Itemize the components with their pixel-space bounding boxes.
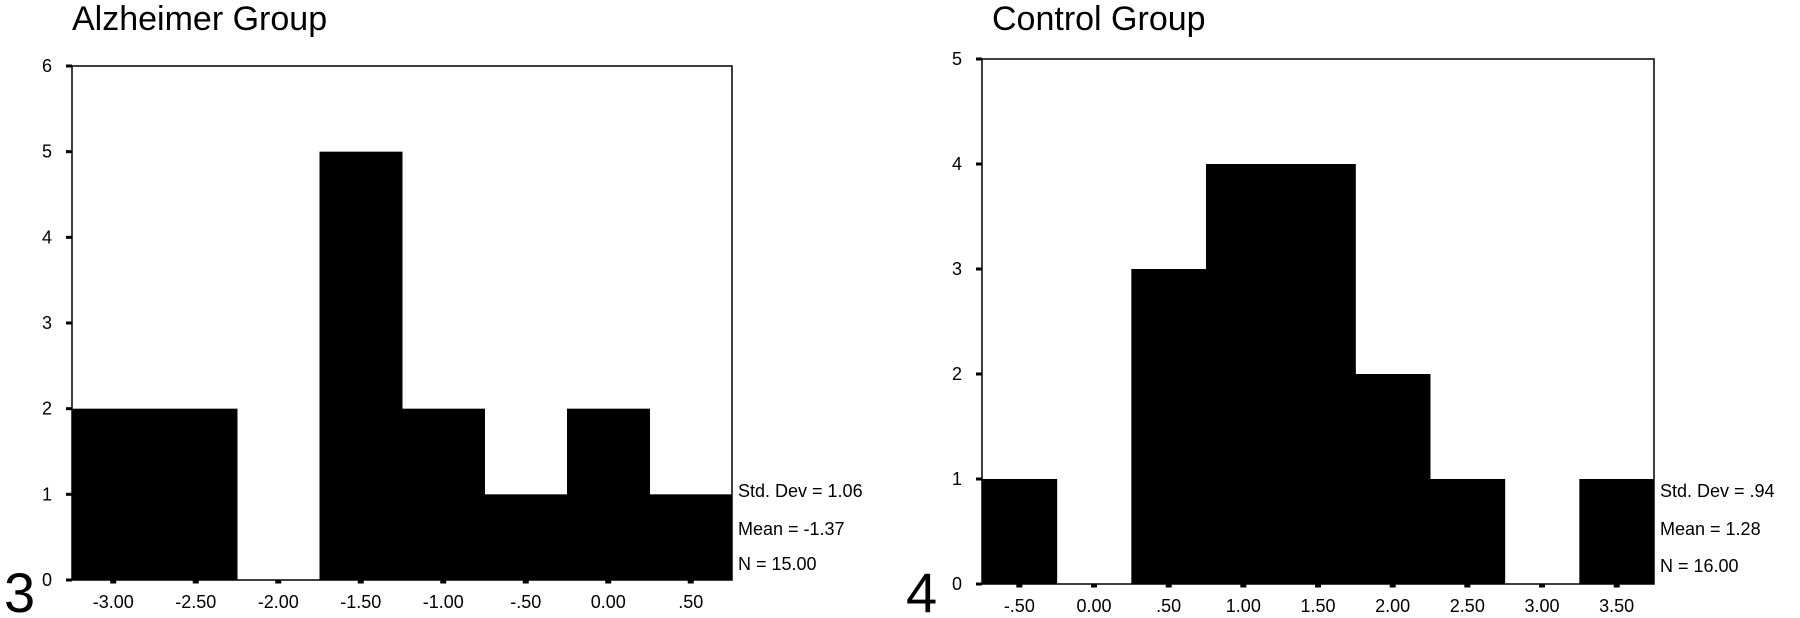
histogram-bar bbox=[154, 408, 238, 580]
histogram-bar bbox=[72, 408, 155, 580]
y-tick-label: 5 bbox=[952, 49, 962, 69]
histogram-bar bbox=[1206, 164, 1282, 584]
mean-label: Mean = -1.37 bbox=[738, 519, 845, 539]
x-tick-label: 0.00 bbox=[591, 592, 626, 612]
x-tick-label: .50 bbox=[678, 592, 703, 612]
histogram-bar bbox=[1355, 374, 1431, 584]
histogram-bar bbox=[1280, 164, 1356, 584]
n-label: N = 16.00 bbox=[1660, 556, 1739, 576]
x-tick-label: 2.50 bbox=[1450, 596, 1485, 616]
x-tick-label: -1.00 bbox=[423, 592, 464, 612]
x-tick-label: 3.00 bbox=[1524, 596, 1559, 616]
histogram-bar bbox=[649, 494, 733, 580]
bars bbox=[72, 151, 733, 580]
x-tick-label: 2.00 bbox=[1375, 596, 1410, 616]
y-tick-label: 4 bbox=[952, 154, 962, 174]
figure-number: 4 bbox=[906, 561, 937, 618]
y-axis: 0 1 2 3 4 5 6 bbox=[42, 56, 72, 590]
x-tick-label: -3.00 bbox=[93, 592, 134, 612]
x-tick-label: -.50 bbox=[1004, 596, 1035, 616]
std-dev-label: Std. Dev = .94 bbox=[1660, 481, 1775, 501]
std-dev-label: Std. Dev = 1.06 bbox=[738, 481, 863, 501]
histogram-bar bbox=[1430, 479, 1506, 584]
y-tick-label: 0 bbox=[42, 570, 52, 590]
y-tick-label: 2 bbox=[42, 399, 52, 419]
y-tick-label: 1 bbox=[42, 484, 52, 504]
y-tick-label: 3 bbox=[42, 313, 52, 333]
y-tick-label: 6 bbox=[42, 56, 52, 76]
y-tick-label: 2 bbox=[952, 364, 962, 384]
y-tick-label: 3 bbox=[952, 259, 962, 279]
mean-label: Mean = 1.28 bbox=[1660, 519, 1761, 539]
histogram-bar bbox=[484, 494, 568, 580]
bars bbox=[982, 164, 1655, 584]
y-axis: 0 1 2 3 4 5 bbox=[952, 49, 982, 594]
y-tick-label: 5 bbox=[42, 142, 52, 162]
n-label: N = 15.00 bbox=[738, 554, 817, 574]
x-tick-label: .50 bbox=[1156, 596, 1181, 616]
chart-title: Control Group bbox=[992, 0, 1206, 38]
x-tick-label: -.50 bbox=[510, 592, 541, 612]
histogram-bar bbox=[1579, 479, 1655, 584]
histogram-bar bbox=[402, 408, 485, 580]
control-histogram: Control Group 0 1 2 3 4 5 -.50 0.00 .50 1.00 1.50… bbox=[906, 0, 1775, 618]
x-axis: -3.00 -2.50 -2.00 -1.50 -1.00 -.50 0.00 .50 bbox=[93, 580, 703, 612]
histogram-bar bbox=[982, 479, 1058, 584]
y-tick-label: 1 bbox=[952, 469, 962, 489]
y-tick-label: 4 bbox=[42, 227, 52, 247]
x-tick-label: 1.50 bbox=[1300, 596, 1335, 616]
histogram-bar bbox=[1131, 269, 1207, 584]
y-tick-label: 0 bbox=[952, 574, 962, 594]
histogram-bar bbox=[319, 151, 403, 580]
x-tick-label: 1.00 bbox=[1226, 596, 1261, 616]
x-tick-label: -2.00 bbox=[258, 592, 299, 612]
x-tick-label: 0.00 bbox=[1076, 596, 1111, 616]
x-axis: -.50 0.00 .50 1.00 1.50 2.00 2.50 3.00 3.50 bbox=[1004, 584, 1634, 616]
x-tick-label: -2.50 bbox=[175, 592, 216, 612]
figure-number: 3 bbox=[4, 561, 35, 618]
histogram-bar bbox=[567, 408, 650, 580]
x-tick-label: -1.50 bbox=[340, 592, 381, 612]
chart-title: Alzheimer Group bbox=[72, 0, 327, 38]
x-tick-label: 3.50 bbox=[1599, 596, 1634, 616]
